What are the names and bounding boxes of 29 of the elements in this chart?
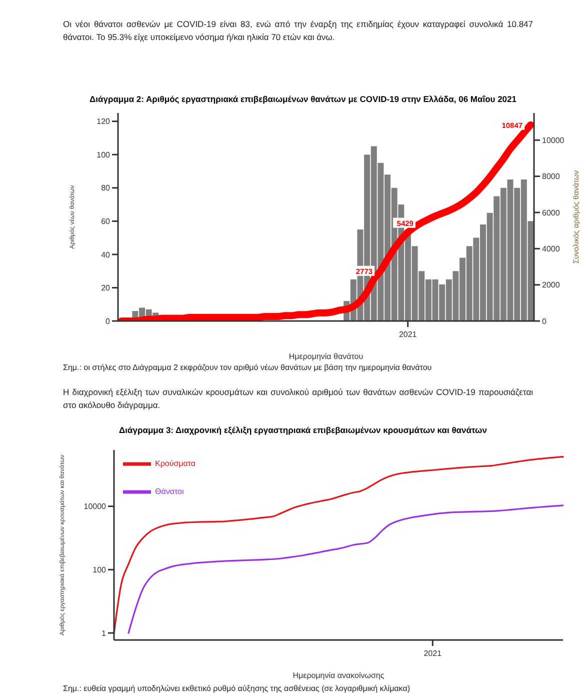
x-axis-title: Ημερομηνία θανάτου — [288, 352, 364, 361]
y-tick-label: 100 — [96, 150, 111, 160]
text: Σημ.: ευθεία γραμμή υποδηλώνει εκθετικό ρυθμό αύξησης της ασθένειας (σε λογαριθμική κλίμακα) — [63, 684, 411, 693]
y-tick-label: 100 — [92, 565, 107, 574]
y-tick-label: 0 — [106, 316, 111, 326]
x-tick-label: 2021 — [424, 649, 442, 658]
y2-tick-label: 6000 — [542, 208, 560, 218]
y2-tick-label: 0 — [542, 316, 547, 326]
legend-label: Κρούσματα — [155, 459, 196, 468]
y-tick-label: 1 — [102, 628, 107, 638]
text: Οι νέοι θάνατοι ασθενών με COVID-19 είναι 83, ενώ από την έναρξη της επιδημίας έχουν καταγραφεί συνολικά 10.847 θάνατοι. Το 95.3% είχε υποκείμενο νόσημα ή/και ηλικία 70 ετών και άνω. — [63, 18, 533, 44]
y-tick-label: 60 — [101, 217, 111, 226]
chart-title: Διάγραμμα 2: Αριθμός εργαστηριακά επιβεβαιωμένων θανάτων με COVID-19 στην Ελλάδα, 06 Μαΐου 2021 — [88, 94, 518, 104]
y2-tick-label: 8000 — [542, 172, 560, 182]
y2-tick-label: 4000 — [542, 244, 560, 254]
y-tick-label: 10000 — [84, 502, 107, 512]
y2-tick-label: 2000 — [542, 280, 560, 290]
x-axis-title: Ημερομηνία ανακοίνωσης — [292, 671, 384, 680]
y2-tick-label: 10000 — [542, 136, 565, 145]
line-series — [128, 504, 564, 634]
y-tick-label: 20 — [101, 284, 111, 293]
y-tick-label: 40 — [101, 250, 111, 260]
text: Σημ.: οι στήλες στο Διάγραμμα 2 εκφράζουν τον αριθμό νέων θανάτων με βάση την ημερομηνία θανάτου — [63, 363, 433, 372]
x-tick-label: 2021 — [398, 330, 418, 339]
y-tick-label: 120 — [96, 117, 111, 126]
text: Η διαχρονική εξέλιξη των συναλικών κρουσμάτων και συνολικού αριθμού των θανάτων ασθενών COVID-19 παρουσιάζεται στο ακόλουθο διάγραμμα. — [63, 386, 533, 412]
legend-label: Θάνατοι — [155, 487, 184, 496]
chart-title: Διάγραμμα 3: Διαχρονική εξέλιξη εργαστηριακά επιβεβαιωμένων κρουσμάτων και θανάτων — [118, 425, 488, 435]
y-tick-label: 80 — [101, 184, 111, 193]
